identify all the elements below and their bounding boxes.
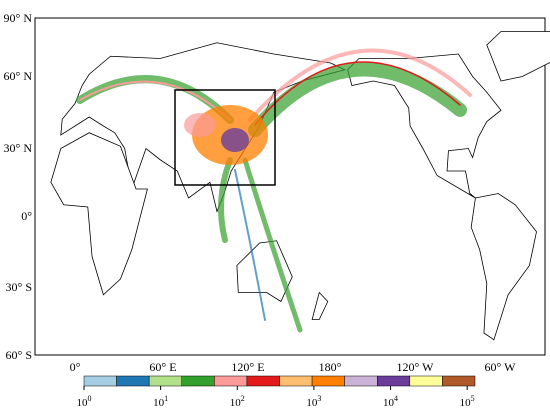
- colorbar-segment: [246, 375, 280, 387]
- africa: [51, 133, 148, 295]
- lon-label: 180°: [319, 360, 342, 374]
- lat-label: 0°: [21, 209, 32, 223]
- route: [248, 62, 467, 137]
- colorbar-label: 100: [77, 394, 92, 409]
- colorbar-segment: [279, 375, 313, 387]
- label-base: 10: [306, 397, 318, 409]
- colorbar-label: 105: [460, 394, 475, 409]
- colorbar-segment: [377, 375, 411, 387]
- label-exponent: 1: [164, 394, 168, 403]
- colorbar-segment: [442, 375, 476, 387]
- label-base: 10: [77, 397, 89, 409]
- colorbar-segment: [311, 375, 345, 387]
- study-region-box: [174, 89, 276, 186]
- lat-label: 90° N: [4, 11, 33, 25]
- route: [79, 80, 231, 121]
- colorbar: 100 101 102 103 104 105: [77, 375, 476, 409]
- label-exponent: 4: [394, 394, 398, 403]
- label-base: 10: [230, 397, 242, 409]
- lat-label: 60° S: [6, 348, 32, 362]
- route: [234, 169, 266, 321]
- new-zealand: [312, 293, 328, 320]
- greenland: [487, 32, 550, 82]
- lat-label: 30° S: [6, 280, 32, 294]
- colorbar-segment: [83, 375, 117, 387]
- lat-label: 30° N: [4, 141, 33, 155]
- lon-label: 120° E: [231, 360, 264, 374]
- label-base: 10: [153, 397, 165, 409]
- label-base: 10: [460, 397, 472, 409]
- route: [248, 48, 472, 122]
- lon-label: 120° W: [397, 360, 435, 374]
- label-exponent: 0: [88, 394, 92, 403]
- latitude-labels: 90° N 60° N 30° N 0° 30° S 60° S: [4, 11, 33, 362]
- colorbar-segment: [409, 375, 443, 387]
- route: [242, 157, 303, 333]
- label-exponent: 3: [317, 394, 321, 403]
- label-exponent: 2: [241, 394, 245, 403]
- south-america: [471, 194, 536, 340]
- hotspot: [184, 113, 216, 137]
- lat-label: 60° N: [4, 69, 33, 83]
- lon-label: 60° W: [485, 360, 517, 374]
- route: [254, 61, 461, 126]
- colorbar-label: 103: [306, 394, 321, 409]
- colorbar-segment: [148, 375, 183, 387]
- label-base: 10: [383, 397, 395, 409]
- colorbar-segment: [214, 375, 248, 387]
- label-exponent: 5: [471, 394, 475, 403]
- colorbar-label: 102: [230, 394, 245, 409]
- colorbar-segment: [116, 375, 150, 387]
- colorbar-label: 101: [153, 394, 168, 409]
- longitude-labels: 0° 60° E 120° E 180° 120° W 60° W: [70, 360, 517, 374]
- lon-label: 0°: [70, 360, 81, 374]
- hotspot: [221, 128, 249, 152]
- colorbar-segment: [344, 375, 378, 387]
- colorbar-segment: [181, 375, 215, 387]
- flight-routes: [76, 48, 472, 333]
- colorbar-label: 104: [383, 394, 398, 409]
- lon-label: 60° E: [149, 360, 176, 374]
- route: [218, 157, 233, 243]
